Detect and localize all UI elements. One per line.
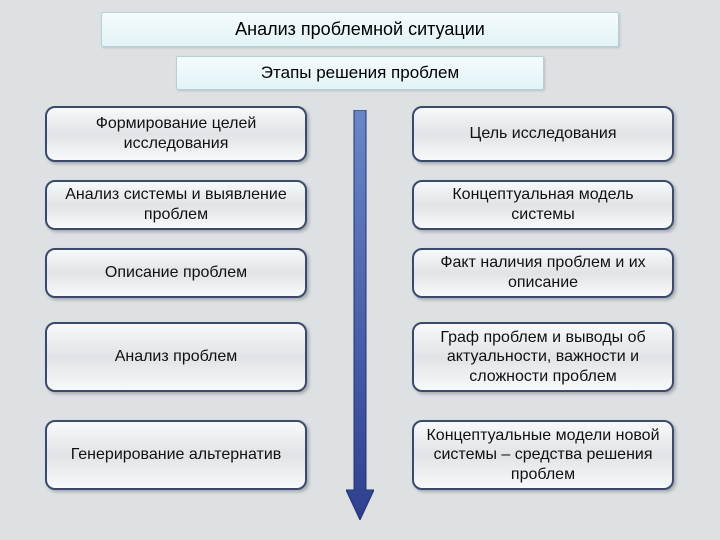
stage-box-right-4: Концептуальные модели новой системы – ср…: [412, 420, 674, 490]
stage-box-left-1: Анализ системы и выявление проблем: [45, 180, 307, 230]
stage-box-left-4: Генерирование альтернатив: [45, 420, 307, 490]
stage-box-left-0: Формирование целей исследования: [45, 106, 307, 162]
stage-box-left-2: Описание проблем: [45, 248, 307, 298]
sub-title: Этапы решения проблем: [176, 56, 544, 90]
stage-box-left-3: Анализ проблем: [45, 322, 307, 392]
main-title: Анализ проблемной ситуации: [101, 12, 619, 47]
stage-box-right-2: Факт наличия проблем и их описание: [412, 248, 674, 298]
arrow-path: [346, 110, 374, 520]
stage-box-right-0: Цель исследования: [412, 106, 674, 162]
flow-arrow: [346, 110, 374, 520]
stage-box-right-1: Концептуальная модель системы: [412, 180, 674, 230]
stage-box-right-3: Граф проблем и выводы об актуальности, в…: [412, 322, 674, 392]
